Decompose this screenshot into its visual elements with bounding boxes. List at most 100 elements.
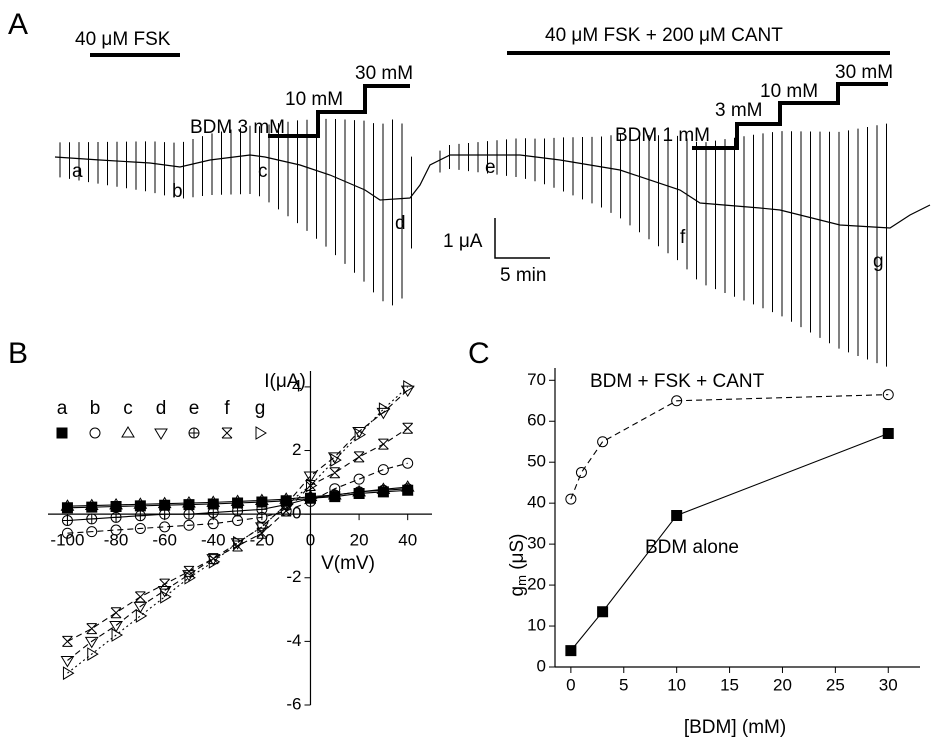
- step-label: 30 mM: [835, 62, 893, 83]
- data-point: [111, 628, 124, 642]
- y-axis-label-part: g: [507, 586, 528, 597]
- scale-label: 1 μA: [443, 231, 483, 252]
- legend-label: BDM + FSK + CANT: [590, 371, 765, 392]
- x-axis-label: V(mV): [321, 553, 375, 574]
- legend-label: e: [189, 398, 200, 419]
- x-tick-label: 20: [773, 675, 792, 694]
- data-point: [329, 467, 341, 479]
- y-tick-label: 10: [527, 616, 546, 635]
- data-point: [882, 428, 894, 440]
- data-point: [182, 496, 196, 508]
- data-point: [134, 523, 146, 534]
- x-tick-label: 10: [667, 675, 686, 694]
- series-line: [67, 462, 408, 534]
- data-point: [257, 519, 269, 534]
- data-point: [84, 498, 99, 511]
- legend-marker: [221, 427, 233, 439]
- data-point: [256, 527, 268, 539]
- data-point: [400, 385, 415, 398]
- y-tick-label: -6: [286, 694, 301, 713]
- time-point-label: g: [873, 251, 884, 272]
- y-tick-label: 20: [527, 575, 546, 594]
- data-point: [61, 527, 73, 539]
- y-tick-label: 30: [527, 534, 546, 553]
- step-label: 30 mM: [355, 63, 413, 84]
- legend-label: d: [156, 398, 167, 419]
- data-point: [110, 511, 122, 523]
- legend-marker: [121, 426, 135, 438]
- step-label: 3 mM: [715, 100, 763, 121]
- data-point: [109, 497, 123, 510]
- y-tick-label: 0: [537, 656, 546, 675]
- data-point: [157, 496, 172, 509]
- data-point: [281, 497, 294, 512]
- legend-marker: [154, 428, 168, 440]
- data-point: [230, 494, 245, 506]
- y-tick-label: -4: [286, 631, 301, 650]
- data-point: [353, 451, 365, 463]
- data-point: [86, 501, 98, 513]
- treatment-label: 40 μM FSK: [75, 29, 171, 50]
- data-point: [402, 422, 414, 434]
- legend-label: a: [57, 398, 68, 419]
- legend-label: g: [255, 398, 266, 419]
- treatment-label: 40 μM FSK + 200 μM CANT: [545, 25, 783, 46]
- data-point: [134, 500, 146, 512]
- trace-baseline: [54, 154, 931, 229]
- data-point: [329, 483, 341, 495]
- legend-marker: [188, 427, 200, 439]
- data-point: [377, 464, 389, 476]
- data-point: [597, 606, 609, 618]
- data-point: [87, 647, 99, 661]
- y-tick-label: 4: [292, 376, 301, 395]
- x-tick-label: 25: [826, 675, 845, 694]
- data-point: [62, 635, 73, 647]
- step-label: BDM 3 mM: [190, 117, 285, 138]
- data-point: [671, 395, 683, 407]
- data-point: [133, 497, 148, 509]
- panel-label: B: [8, 337, 28, 370]
- data-point: [280, 505, 292, 517]
- legend-label: f: [224, 398, 230, 419]
- step-label: 10 mM: [285, 89, 343, 110]
- time-point-label: f: [680, 227, 686, 248]
- data-point: [133, 601, 148, 614]
- data-point: [882, 389, 894, 401]
- data-point: [183, 499, 195, 511]
- data-point: [305, 480, 316, 492]
- data-point: [207, 518, 219, 530]
- x-tick-label: 30: [879, 675, 898, 694]
- series-line: [67, 386, 409, 674]
- time-point-label: a: [72, 161, 83, 182]
- data-point: [183, 508, 195, 520]
- time-point-label: e: [485, 157, 496, 178]
- x-tick-label: -40: [201, 530, 226, 549]
- current-trace: [54, 118, 931, 367]
- data-point: [353, 473, 365, 485]
- data-point: [61, 515, 73, 526]
- data-point: [256, 503, 268, 515]
- x-tick-label: 40: [398, 530, 417, 549]
- y-axis-label: gm (μS): [507, 534, 529, 597]
- data-point: [305, 478, 318, 493]
- step-label: 10 mM: [760, 81, 818, 102]
- data-point: [110, 524, 122, 536]
- legend-label: c: [123, 398, 133, 419]
- data-point: [377, 484, 389, 496]
- data-point: [208, 554, 221, 569]
- data-point: [159, 521, 171, 533]
- time-point-label: d: [395, 213, 406, 234]
- data-point: [378, 402, 391, 417]
- data-point: [354, 427, 367, 442]
- data-point: [303, 471, 318, 483]
- y-axis-label-part: m: [514, 575, 529, 586]
- x-tick-label: 0: [566, 675, 575, 694]
- data-point: [110, 501, 122, 513]
- data-point: [376, 407, 391, 420]
- data-point: [134, 510, 146, 522]
- data-point: [160, 589, 172, 604]
- y-tick-label: 40: [527, 493, 546, 512]
- data-point: [86, 513, 98, 525]
- data-point: [330, 453, 342, 467]
